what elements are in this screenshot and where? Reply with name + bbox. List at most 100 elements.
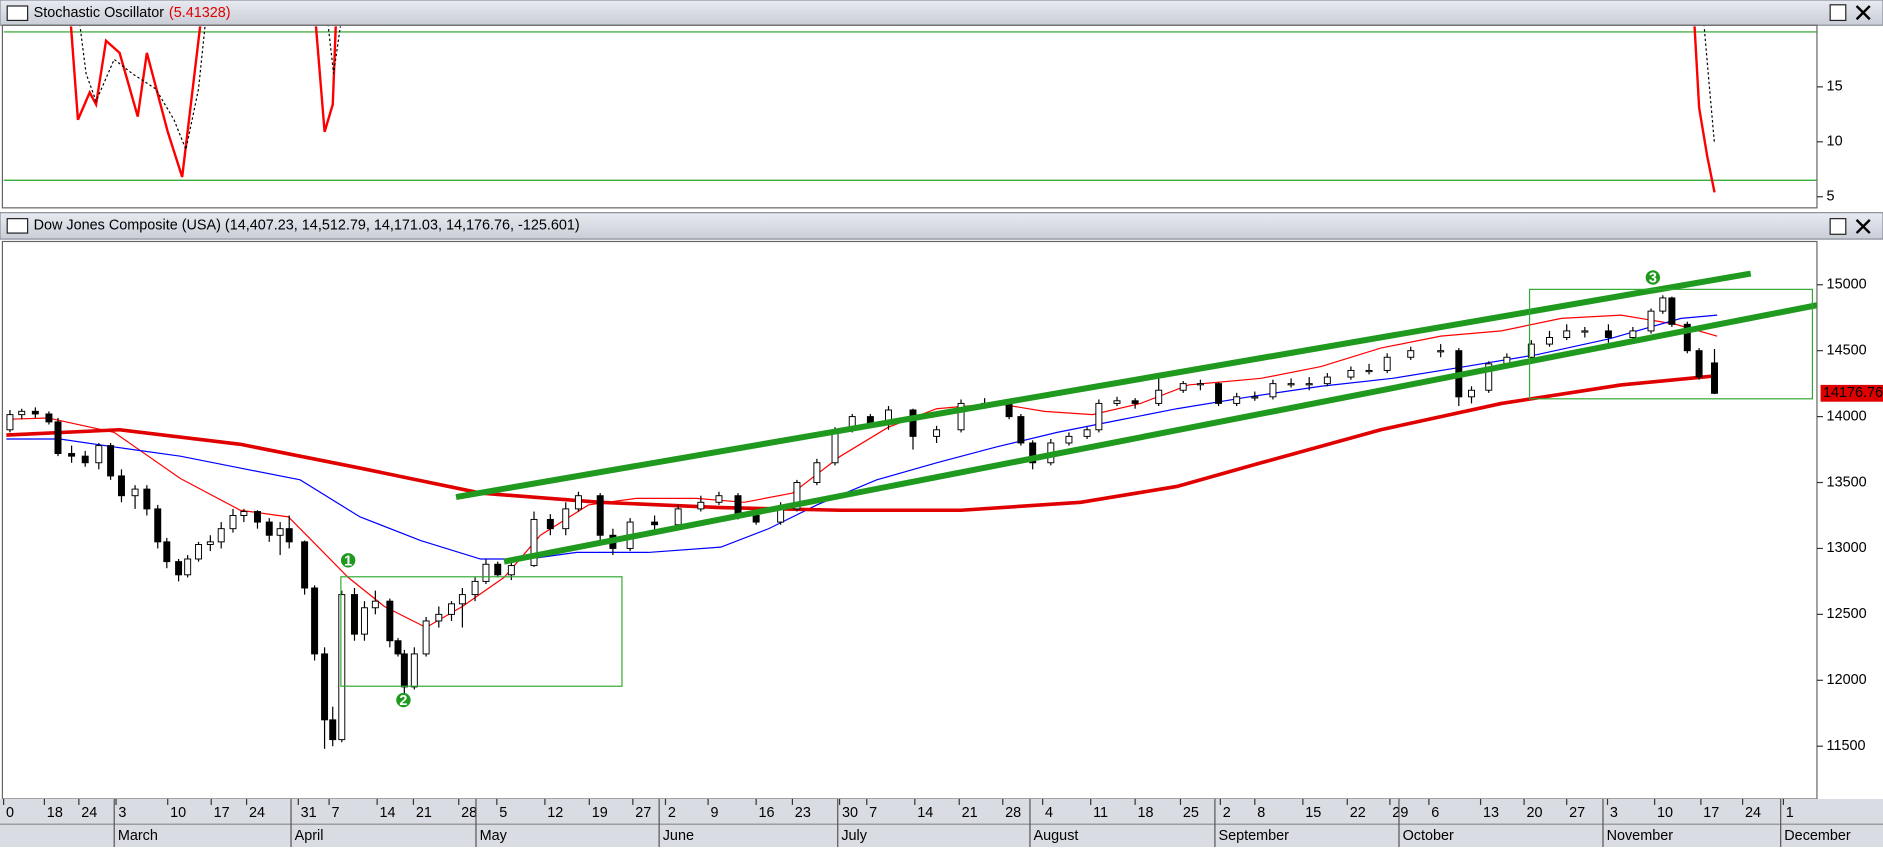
candle-body [131,488,139,497]
candle-body [1179,383,1187,391]
candle-body [1065,435,1073,444]
x-tick-label: 19 [592,805,608,821]
close-button[interactable] [1855,5,1871,21]
y-tick-label: 12000 [1827,672,1867,688]
x-tick-label: 6 [1431,805,1439,821]
month-label: August [1034,828,1079,844]
candle-body [18,410,26,416]
candle-body [1711,362,1718,394]
close-button[interactable] [1855,219,1871,234]
candle-body [1629,330,1637,338]
candle-body [1251,396,1259,399]
time-axis [0,798,1883,847]
candle-body [229,515,237,530]
candle-body [117,475,125,497]
candle-body [1113,400,1121,404]
x-tick-label: 21 [962,805,978,821]
candle-body [45,413,53,423]
x-tick-label: 7 [332,805,340,821]
candle-body [1083,429,1091,437]
candle-body [1485,363,1493,391]
marker [340,553,356,568]
last-price-tag [1820,384,1883,402]
oscillator-line [79,26,1716,152]
x-tick-label: 27 [1569,805,1585,821]
panel-header [0,0,1883,26]
y-tick-label: 13500 [1827,474,1867,490]
candle-body [1005,402,1013,418]
x-tick-label: 13 [1483,805,1499,821]
candle-body [1604,330,1612,338]
candle-body [507,565,515,576]
candle-body [311,587,319,655]
maximize-button[interactable] [1829,218,1847,235]
candle-body [813,462,821,484]
candle-body [1468,389,1475,398]
panel-title: Stochastic Oscillator [34,5,165,21]
candle-body [482,563,490,582]
candle-body [1233,396,1241,404]
x-tick-label: 14 [917,805,933,821]
marker [1645,270,1661,285]
marker-label: 3 [1649,271,1657,287]
x-tick-label: 0 [6,805,14,821]
candle-body [1269,383,1277,398]
candle-body [1437,350,1445,353]
x-tick-label: 9 [710,805,718,821]
y-tick-label: 13000 [1827,540,1867,556]
y-tick-label: 15000 [1827,277,1867,293]
x-tick-label: 10 [170,805,186,821]
candle-body [422,620,430,655]
y-tick-label: 10 [1827,134,1843,150]
candle-body [1563,330,1571,338]
y-tick-label: 14500 [1827,342,1867,358]
panel-header [0,212,1883,240]
x-tick-label: 27 [635,805,651,821]
candle-body [1287,383,1295,386]
candle-body [321,653,329,721]
x-tick-label: 15 [1305,805,1321,821]
maximize-button[interactable] [1829,4,1847,22]
trend-line [503,302,1817,565]
x-tick-label: 14 [380,805,396,821]
x-tick-label: 7 [869,805,877,821]
candle-body [674,508,682,526]
highlight-box [1528,288,1814,400]
x-tick-label: 18 [47,805,63,821]
candle-body [1659,297,1667,312]
candle-body [371,600,379,609]
month-label: September [1219,828,1290,844]
candle-body [1545,337,1553,345]
candle-body [410,653,418,688]
highlight-box [340,576,623,687]
candle-body [697,501,705,510]
x-tick-label: 5 [499,805,507,821]
x-tick-label: 12 [547,805,563,821]
panel-icon [6,5,29,22]
month-label: May [480,828,508,844]
candle-body [386,600,394,642]
plot-frame [1,24,1818,209]
candle-body [562,508,570,530]
candle-body [143,488,151,510]
candle-body [338,594,346,741]
month-label: June [663,828,694,844]
candle-body [351,594,358,635]
candle-body [81,455,89,464]
moving-average [6,373,1718,513]
candle-body [574,495,582,510]
month-label: December [1784,828,1851,844]
candle-body [1215,383,1223,404]
x-tick-label: 24 [249,805,265,821]
month-label: October [1403,828,1454,844]
price-plot: 1 2 3 [6,270,1817,749]
month-label: July [841,828,867,844]
marker [396,692,411,708]
candle-body [54,421,62,454]
x-tick-label: 10 [1657,805,1673,821]
panel-value: (5.41328) [169,5,231,21]
candle-body [276,528,284,536]
